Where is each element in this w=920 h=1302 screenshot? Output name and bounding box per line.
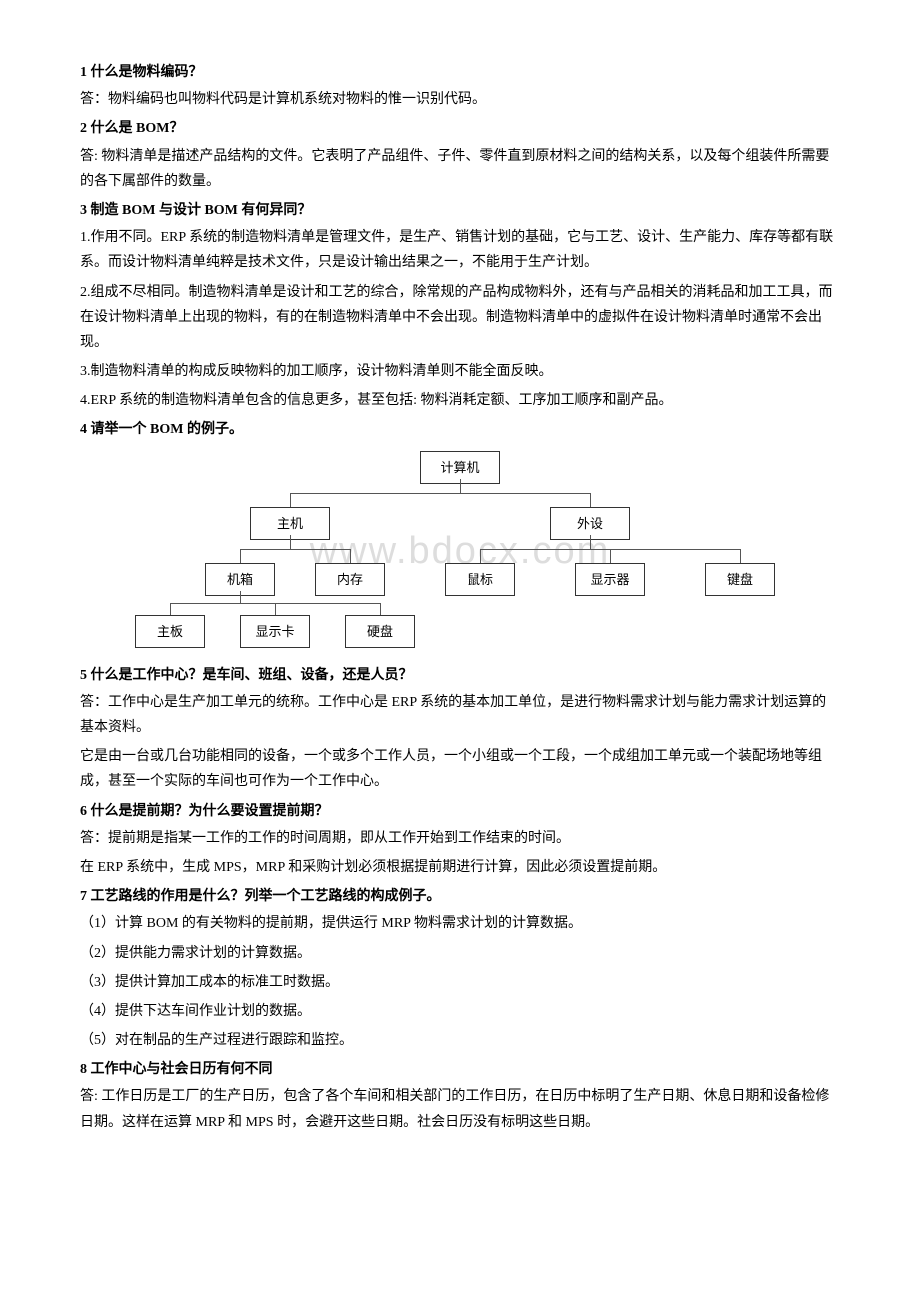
q5-answer-1: 答：工作中心是生产加工单元的统称。工作中心是 ERP 系统的基本加工单位，是进行… [80, 690, 840, 740]
q7-answer-1: （1）计算 BOM 的有关物料的提前期，提供运行 MRP 物料需求计划的计算数据… [80, 911, 840, 936]
q6-answer-2: 在 ERP 系统中，生成 MPS，MRP 和采购计划必须根据提前期进行计算，因此… [80, 855, 840, 880]
q3-title: 3 制造 BOM 与设计 BOM 有何异同？ [80, 198, 840, 223]
node-keyboard: 键盘 [705, 563, 775, 596]
tree-line [740, 549, 741, 563]
node-gpu: 显示卡 [240, 615, 310, 648]
q7-answer-5: （5）对在制品的生产过程进行跟踪和监控。 [80, 1028, 840, 1053]
q7-answer-2: （2）提供能力需求计划的计算数据。 [80, 941, 840, 966]
tree-line [290, 493, 590, 494]
tree-line [290, 535, 291, 549]
tree-line [240, 549, 241, 563]
q2-title: 2 什么是 BOM？ [80, 116, 840, 141]
tree-line [610, 549, 611, 563]
tree-line [350, 549, 351, 563]
q1-title: 1 什么是物料编码？ [80, 60, 840, 85]
bom-tree-diagram: www.bdocx.com 计算机 主机 外设 机箱 内存 鼠标 显示器 键盘 … [140, 451, 780, 651]
q3-answer-1: 1.作用不同。ERP 系统的制造物料清单是管理文件，是生产、销售计划的基础，它与… [80, 225, 840, 275]
q3-answer-4: 4.ERP 系统的制造物料清单包含的信息更多，甚至包括: 物料消耗定额、工序加工… [80, 388, 840, 413]
tree-line [240, 591, 241, 603]
q7-answer-3: （3）提供计算加工成本的标准工时数据。 [80, 970, 840, 995]
tree-line [380, 603, 381, 615]
q8-answer: 答: 工作日历是工厂的生产日历，包含了各个车间和相关部门的工作日历，在日历中标明… [80, 1084, 840, 1134]
q7-title: 7 工艺路线的作用是什么？列举一个工艺路线的构成例子。 [80, 884, 840, 909]
q2-answer: 答: 物料清单是描述产品结构的文件。它表明了产品组件、子件、零件直到原材料之间的… [80, 144, 840, 194]
tree-line [290, 493, 291, 507]
tree-line [170, 603, 171, 615]
tree-line [240, 549, 350, 550]
q4-title: 4 请举一个 BOM 的例子。 [80, 417, 840, 442]
q3-answer-2: 2.组成不尽相同。制造物料清单是设计和工艺的综合，除常规的产品构成物料外，还有与… [80, 280, 840, 356]
tree-line [590, 493, 591, 507]
q5-title: 5 什么是工作中心？是车间、班组、设备，还是人员？ [80, 663, 840, 688]
q6-answer-1: 答：提前期是指某一工作的工作的时间周期，即从工作开始到工作结束的时间。 [80, 826, 840, 851]
tree-line [590, 535, 591, 549]
q1-answer: 答：物料编码也叫物料代码是计算机系统对物料的惟一识别代码。 [80, 87, 840, 112]
q8-title: 8 工作中心与社会日历有何不同 [80, 1057, 840, 1082]
node-monitor: 显示器 [575, 563, 645, 596]
q5-answer-2: 它是由一台或几台功能相同的设备，一个或多个工作人员，一个小组或一个工段，一个成组… [80, 744, 840, 794]
tree-line [480, 549, 481, 563]
q3-answer-3: 3.制造物料清单的构成反映物料的加工顺序，设计物料清单则不能全面反映。 [80, 359, 840, 384]
node-mouse: 鼠标 [445, 563, 515, 596]
q7-answer-4: （4）提供下达车间作业计划的数据。 [80, 999, 840, 1024]
node-mb: 主板 [135, 615, 205, 648]
tree-line [460, 479, 461, 493]
tree-line [275, 603, 276, 615]
q6-title: 6 什么是提前期？为什么要设置提前期？ [80, 799, 840, 824]
node-mem: 内存 [315, 563, 385, 596]
node-hdd: 硬盘 [345, 615, 415, 648]
